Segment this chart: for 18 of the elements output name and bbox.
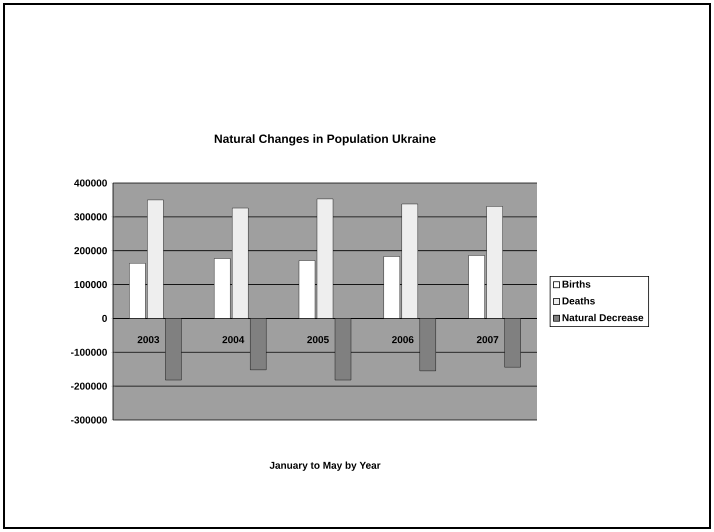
chart-title: Natural Changes in Population Ukraine [214,134,436,146]
y-tick-label: -100000 [71,348,107,356]
legend-label: Deaths [562,297,595,304]
x-tick-label: 2006 [392,336,414,344]
y-tick-label: 100000 [74,281,107,288]
x-axis-title: January to May by Year [270,462,380,471]
y-tick-label: 0 [102,314,107,322]
y-tick-label: -300000 [71,416,107,424]
y-tick-label: 300000 [74,213,107,220]
y-tick-label: -200000 [71,382,107,390]
x-tick-label: 2007 [476,336,498,344]
y-tick-label: 200000 [74,247,107,254]
x-tick-label: 2005 [307,336,329,344]
legend-label: Births [562,280,590,288]
legend-label: Natural Decrease [562,314,644,322]
x-tick-label: 2004 [222,336,244,344]
x-tick-label: 2003 [138,336,160,344]
y-tick-label: 400000 [74,179,107,187]
